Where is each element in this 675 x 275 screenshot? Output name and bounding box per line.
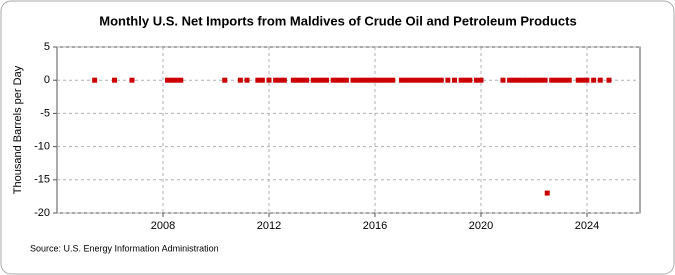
data-point: [416, 77, 422, 83]
data-point: [516, 77, 522, 83]
data-point: [173, 77, 179, 83]
y-axis-label: Thousand Barrels per Day: [12, 65, 24, 194]
data-point: [385, 77, 391, 83]
y-tick-label: -15: [34, 174, 50, 186]
data-point: [529, 77, 535, 83]
data-point: [359, 77, 365, 83]
data-point: [434, 77, 440, 83]
data-point: [363, 77, 369, 83]
x-tick-label: 2016: [363, 220, 387, 232]
data-point: [558, 77, 563, 83]
data-point: [299, 77, 305, 83]
data-point: [420, 77, 426, 83]
data-point: [324, 77, 330, 83]
data-point: [606, 77, 612, 83]
data-point: [584, 77, 590, 83]
y-tick-label: -20: [34, 207, 50, 219]
data-point: [372, 77, 378, 83]
data-point: [542, 77, 548, 83]
data-point: [575, 77, 581, 83]
data-point: [403, 77, 409, 83]
y-tick-label: 0: [44, 74, 50, 86]
data-point: [412, 77, 418, 83]
data-point: [367, 77, 373, 83]
data-point: [544, 190, 550, 196]
data-point: [334, 77, 340, 83]
data-point: [266, 77, 272, 83]
data-point: [430, 77, 436, 83]
data-point: [165, 77, 171, 83]
data-point: [520, 77, 526, 83]
data-point: [354, 77, 360, 83]
y-tick-label: 5: [44, 41, 50, 53]
data-point: [169, 77, 175, 83]
data-point: [330, 77, 336, 83]
data-point: [381, 77, 387, 83]
data-point: [314, 77, 320, 83]
data-point: [92, 77, 98, 83]
data-point: [399, 77, 404, 83]
data-point: [538, 77, 544, 83]
data-point: [549, 77, 555, 83]
data-point: [339, 77, 345, 83]
data-point: [511, 77, 517, 83]
data-point: [390, 77, 396, 83]
data-point: [350, 77, 356, 83]
data-point: [295, 77, 301, 83]
data-point: [281, 77, 287, 83]
data-point: [458, 77, 464, 83]
data-point: [407, 77, 413, 83]
data-point: [553, 77, 559, 83]
data-point: [425, 77, 431, 83]
data-point: [478, 77, 484, 83]
data-point: [524, 77, 530, 83]
data-point: [178, 77, 184, 83]
data-point: [304, 77, 310, 83]
data-point: [467, 77, 473, 83]
y-tick-label: -10: [34, 141, 50, 153]
data-point: [579, 77, 585, 83]
data-point: [452, 77, 457, 83]
data-point: [463, 77, 469, 83]
data-point: [562, 77, 568, 83]
data-point: [273, 77, 279, 83]
x-tick-label: 2024: [575, 220, 599, 232]
data-point: [244, 77, 250, 83]
data-point: [445, 77, 451, 83]
data-point: [290, 77, 296, 83]
data-point: [473, 77, 479, 83]
source-note: Source: U.S. Energy Information Administ…: [30, 243, 219, 253]
data-point: [237, 77, 243, 83]
data-point: [343, 77, 349, 83]
data-point: [112, 77, 118, 83]
data-point: [255, 77, 261, 83]
data-point: [310, 77, 316, 83]
data-point: [377, 77, 383, 83]
x-tick-label: 2012: [257, 220, 281, 232]
x-tick-label: 2008: [151, 220, 175, 232]
data-point: [591, 77, 597, 83]
data-point: [222, 77, 228, 83]
data-point: [507, 77, 513, 83]
data-point: [438, 77, 444, 83]
data-point: [597, 77, 603, 83]
data-point: [500, 77, 506, 83]
data-point: [129, 77, 135, 83]
chart-title: Monthly U.S. Net Imports from Maldives o…: [99, 13, 576, 28]
data-point: [319, 77, 325, 83]
x-tick-label: 2020: [469, 220, 493, 232]
y-tick-label: -5: [40, 107, 50, 119]
data-point: [533, 77, 539, 83]
data-point: [259, 77, 265, 83]
plot-area: [56, 46, 641, 214]
data-point: [566, 77, 572, 83]
data-point: [277, 77, 283, 83]
